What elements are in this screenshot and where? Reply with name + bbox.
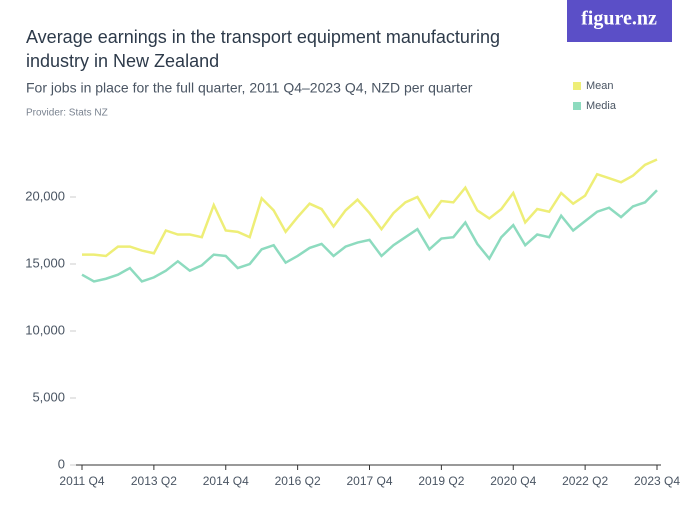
x-tick-label: 2011 Q4 (59, 474, 104, 488)
logo: figure.nz (581, 8, 657, 30)
chart-title: industry in New Zealand (26, 51, 219, 71)
x-tick-label: 2014 Q4 (203, 474, 249, 488)
y-tick-label: 20,000 (25, 188, 65, 203)
chart-title: Average earnings in the transport equipm… (26, 27, 500, 47)
x-tick-label: 2013 Q2 (131, 474, 177, 488)
y-tick-label: 0 (58, 456, 65, 471)
provider: Provider: Stats NZ (26, 108, 108, 119)
x-tick-label: 2019 Q2 (418, 474, 464, 488)
legend-swatch (573, 102, 581, 110)
x-tick-label: 2022 Q2 (562, 474, 608, 488)
logo-box (567, 0, 672, 42)
x-tick-label: 2020 Q4 (490, 474, 536, 488)
x-tick-label: 2017 Q4 (346, 474, 392, 488)
line-series (82, 158, 658, 258)
legend-label: Media (586, 100, 617, 112)
legend-label: Mean (586, 80, 614, 92)
x-tick-label: 2023 Q4 (634, 474, 680, 488)
y-tick-label: 5,000 (32, 389, 65, 404)
line-series (81, 189, 658, 283)
y-tick-label: 15,000 (25, 255, 65, 270)
subtitle: For jobs in place for the full quarter, … (26, 80, 473, 96)
legend-swatch (573, 82, 581, 90)
y-tick-label: 10,000 (25, 322, 65, 337)
x-tick-label: 2016 Q2 (275, 474, 321, 488)
